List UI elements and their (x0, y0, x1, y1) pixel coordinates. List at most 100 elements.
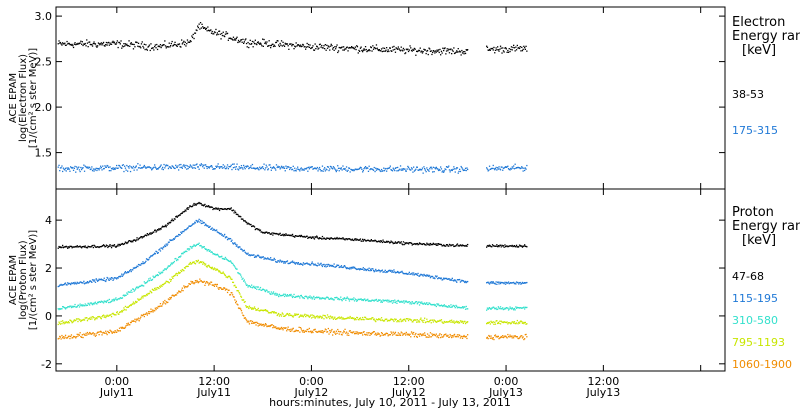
data-point (143, 236, 145, 238)
data-point (355, 319, 357, 321)
data-point (283, 327, 285, 329)
data-point (405, 272, 407, 275)
data-point (199, 221, 201, 223)
data-point (289, 43, 291, 45)
data-point (185, 250, 187, 252)
data-point (448, 305, 451, 307)
data-point (75, 319, 77, 321)
data-point (282, 167, 284, 169)
data-point (70, 320, 73, 322)
data-point (84, 334, 86, 336)
data-point (390, 318, 392, 320)
data-point (199, 245, 201, 247)
data-point (126, 306, 128, 309)
data-point (349, 171, 351, 173)
data-point (79, 303, 81, 305)
data-point (466, 167, 468, 169)
data-point (94, 281, 97, 283)
data-point (442, 170, 444, 172)
data-point (446, 244, 448, 246)
data-point (392, 271, 394, 273)
data-point (369, 300, 371, 302)
data-point (81, 305, 83, 307)
data-point (354, 318, 356, 320)
data-point (221, 255, 223, 257)
data-point (420, 243, 422, 245)
data-point (351, 298, 353, 301)
data-point (202, 263, 204, 265)
data-point (331, 265, 333, 267)
data-point (306, 167, 308, 169)
data-point (412, 243, 414, 245)
data-point (386, 170, 388, 172)
data-point (78, 245, 81, 248)
data-point (380, 300, 383, 302)
data-point (145, 234, 147, 236)
data-point (388, 334, 390, 336)
data-point (412, 171, 414, 173)
data-point (248, 223, 251, 225)
data-point (140, 284, 143, 286)
data-point (380, 48, 383, 50)
data-point (376, 319, 378, 321)
data-point (132, 320, 135, 322)
data-point (210, 267, 212, 269)
data-point (237, 215, 240, 217)
data-point (283, 45, 286, 47)
data-point (151, 168, 154, 170)
data-point (524, 167, 526, 169)
data-point (166, 267, 168, 269)
data-point (239, 307, 241, 309)
data-point (521, 322, 524, 324)
data-point (502, 167, 505, 169)
data-point (362, 49, 364, 51)
data-point (201, 261, 203, 263)
data-point (302, 169, 305, 171)
data-point (451, 306, 453, 308)
data-point (360, 240, 362, 242)
data-point (510, 323, 512, 325)
data-point (267, 291, 270, 293)
data-point (269, 312, 271, 314)
data-point (187, 248, 189, 250)
data-point (343, 168, 345, 170)
data-point (512, 308, 514, 310)
data-point (162, 44, 164, 46)
data-point (269, 44, 271, 47)
data-point (144, 166, 146, 168)
data-point (425, 303, 427, 305)
data-point (86, 166, 89, 168)
data-point (136, 318, 138, 320)
data-point (149, 256, 151, 258)
data-point (362, 299, 364, 302)
data-point (216, 166, 218, 168)
data-point (114, 245, 116, 248)
data-point (275, 261, 278, 263)
data-point (434, 52, 436, 54)
data-point (282, 260, 284, 263)
data-point (320, 298, 322, 300)
data-point (451, 169, 453, 172)
data-point (222, 271, 224, 273)
data-point (100, 318, 102, 320)
data-point (273, 44, 275, 46)
data-point (517, 307, 519, 309)
data-point (341, 169, 343, 171)
data-point (504, 335, 506, 337)
data-point (421, 274, 423, 276)
data-point (305, 262, 308, 264)
data-point (451, 244, 453, 246)
data-point (443, 304, 445, 306)
data-point (112, 40, 114, 42)
data-point (99, 279, 101, 281)
data-point (493, 306, 495, 309)
data-point (118, 41, 120, 44)
data-point (180, 213, 182, 215)
data-point (140, 43, 143, 45)
data-point (437, 335, 439, 337)
data-point (341, 266, 343, 268)
data-point (248, 285, 251, 287)
data-point (154, 45, 156, 48)
data-point (67, 282, 69, 284)
data-point (112, 331, 114, 333)
